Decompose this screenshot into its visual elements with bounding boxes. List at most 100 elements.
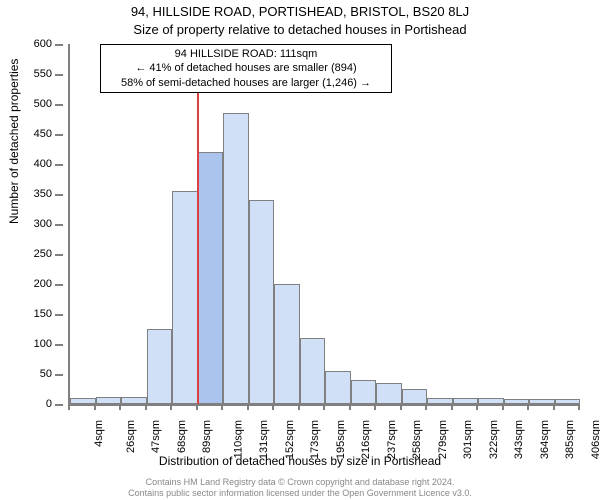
- x-tick: [553, 404, 555, 410]
- histogram-bar: [300, 338, 326, 404]
- x-tick-label: 68sqm: [176, 420, 188, 453]
- y-tick-label: 150: [12, 308, 52, 320]
- histogram-bar: [453, 398, 479, 404]
- x-tick-label: 173sqm: [309, 420, 321, 459]
- x-tick-label: 89sqm: [201, 420, 213, 453]
- x-tick: [298, 404, 300, 410]
- x-tick: [578, 404, 580, 410]
- y-tick-label: 100: [12, 338, 52, 350]
- x-tick: [170, 404, 172, 410]
- x-tick-label: 322sqm: [488, 420, 500, 459]
- x-tick-label: 26sqm: [125, 420, 137, 453]
- y-tick-label: 350: [12, 188, 52, 200]
- y-tick-label: 250: [12, 248, 52, 260]
- y-tick: [55, 104, 63, 106]
- x-tick: [400, 404, 402, 410]
- x-tick: [145, 404, 147, 410]
- x-tick: [527, 404, 529, 410]
- y-tick-label: 300: [12, 218, 52, 230]
- x-tick: [425, 404, 427, 410]
- x-tick-label: 279sqm: [437, 420, 449, 459]
- plot-area: [68, 44, 580, 406]
- x-tick-label: 237sqm: [386, 420, 398, 459]
- x-tick-label: 152sqm: [284, 420, 296, 459]
- y-tick: [55, 194, 63, 196]
- chart-title-line1: 94, HILLSIDE ROAD, PORTISHEAD, BRISTOL, …: [0, 4, 600, 19]
- histogram-bar: [325, 371, 351, 404]
- histogram-bar: [529, 399, 555, 404]
- annotation-line3: 58% of semi-detached houses are larger (…: [107, 76, 385, 90]
- y-tick: [55, 404, 63, 406]
- histogram-bar: [223, 113, 249, 404]
- histogram-bar: [351, 380, 377, 404]
- annotation-line2: ← 41% of detached houses are smaller (89…: [107, 61, 385, 75]
- x-tick: [272, 404, 274, 410]
- y-tick-label: 0: [12, 398, 52, 410]
- annotation-line1: 94 HILLSIDE ROAD: 111sqm: [107, 47, 385, 61]
- y-tick: [55, 254, 63, 256]
- x-axis-label: Distribution of detached houses by size …: [0, 454, 600, 468]
- histogram-bar: [402, 389, 428, 404]
- histogram-bar: [274, 284, 300, 404]
- y-tick: [55, 134, 63, 136]
- x-tick: [349, 404, 351, 410]
- x-tick: [451, 404, 453, 410]
- histogram-bar: [376, 383, 402, 404]
- histogram-bar: [121, 397, 147, 404]
- x-tick-label: 258sqm: [411, 420, 423, 459]
- y-tick: [55, 284, 63, 286]
- x-tick: [68, 404, 70, 410]
- x-tick-label: 301sqm: [462, 420, 474, 459]
- y-tick: [55, 344, 63, 346]
- x-tick: [119, 404, 121, 410]
- x-tick: [476, 404, 478, 410]
- annotation-box: 94 HILLSIDE ROAD: 111sqm ← 41% of detach…: [100, 44, 392, 93]
- x-tick: [94, 404, 96, 410]
- y-tick-label: 450: [12, 128, 52, 140]
- footer-attribution: Contains HM Land Registry data © Crown c…: [0, 477, 600, 498]
- histogram-bar: [504, 399, 530, 404]
- y-tick-label: 400: [12, 158, 52, 170]
- y-tick: [55, 164, 63, 166]
- histogram-bar: [555, 399, 581, 404]
- x-tick: [323, 404, 325, 410]
- x-tick-label: 110sqm: [232, 420, 244, 458]
- y-tick: [55, 374, 63, 376]
- x-tick-label: 406sqm: [590, 420, 600, 459]
- x-tick-label: 4sqm: [93, 420, 105, 447]
- footer-line2: Contains public sector information licen…: [0, 488, 600, 498]
- chart-title-line2: Size of property relative to detached ho…: [0, 22, 600, 37]
- histogram-bar: [478, 398, 504, 404]
- x-tick: [196, 404, 198, 410]
- histogram-bar: [70, 398, 96, 404]
- histogram-bar: [147, 329, 173, 404]
- property-marker-line: [197, 44, 199, 404]
- y-tick-label: 50: [12, 368, 52, 380]
- x-tick-label: 195sqm: [335, 420, 347, 459]
- histogram-bar: [198, 152, 224, 404]
- chart-container: 94, HILLSIDE ROAD, PORTISHEAD, BRISTOL, …: [0, 0, 600, 500]
- x-tick-label: 216sqm: [360, 420, 372, 459]
- y-tick: [55, 44, 63, 46]
- x-tick-label: 364sqm: [539, 420, 551, 459]
- histogram-bar: [249, 200, 275, 404]
- x-tick: [247, 404, 249, 410]
- x-tick-label: 131sqm: [258, 420, 270, 459]
- x-tick-label: 343sqm: [513, 420, 525, 459]
- x-tick: [221, 404, 223, 410]
- y-tick-label: 500: [12, 98, 52, 110]
- y-tick-label: 550: [12, 68, 52, 80]
- x-tick-label: 385sqm: [564, 420, 576, 459]
- x-tick: [502, 404, 504, 410]
- histogram-bar: [172, 191, 198, 404]
- x-tick-label: 47sqm: [150, 420, 162, 453]
- footer-line1: Contains HM Land Registry data © Crown c…: [0, 477, 600, 487]
- y-tick: [55, 224, 63, 226]
- y-tick: [55, 74, 63, 76]
- y-tick-label: 200: [12, 278, 52, 290]
- y-tick-label: 600: [12, 38, 52, 50]
- histogram-bar: [96, 397, 122, 404]
- x-tick: [374, 404, 376, 410]
- histogram-bar: [427, 398, 453, 404]
- y-tick: [55, 314, 63, 316]
